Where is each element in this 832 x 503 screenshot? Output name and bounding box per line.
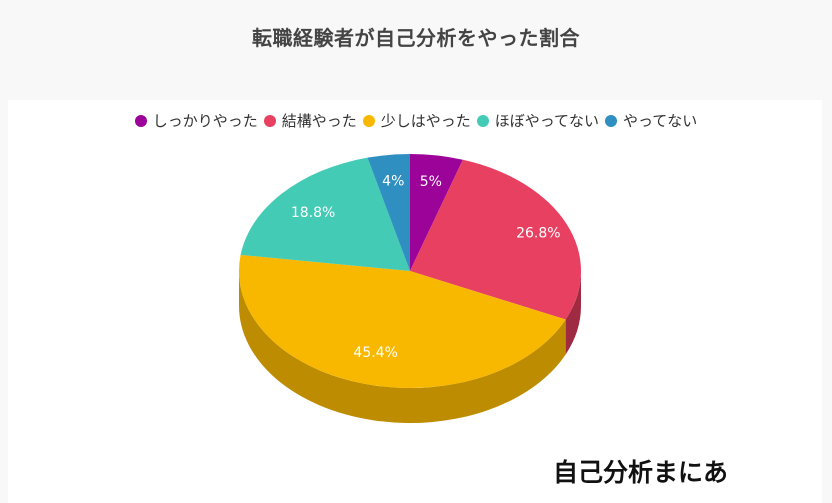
pie-label-4: 4%: [382, 173, 404, 189]
legend-label-3: ほぼやってない: [494, 112, 600, 130]
legend-dot-2: [362, 114, 375, 127]
pie-label-1: 26.8%: [516, 225, 560, 241]
legend: しっかりやった 結構やった 少しはやった ほぼやってない やってない: [0, 110, 832, 131]
legend-label-1: 結構やった: [281, 112, 357, 130]
pie-slice-1[interactable]: [410, 159, 581, 320]
legend-item-2[interactable]: 少しはやった: [362, 110, 471, 131]
legend-dot-3: [476, 114, 489, 127]
pie-slice-2[interactable]: [239, 254, 566, 388]
legend-item-4[interactable]: やってない: [605, 110, 697, 131]
brand-logo-text: 自己分析まにあ: [553, 458, 729, 487]
legend-label-4: やってない: [623, 112, 698, 130]
legend-label-0: しっかりやった: [152, 112, 258, 130]
legend-item-0[interactable]: しっかりやった: [134, 110, 258, 131]
legend-label-2: 少しはやった: [380, 112, 471, 130]
pie-slice-3[interactable]: [240, 157, 410, 271]
brand-logo: 自己分析まにあ: [553, 453, 823, 491]
pie-label-2: 45.4%: [353, 345, 397, 361]
pie-side-2: [239, 271, 566, 423]
legend-dot-4: [605, 114, 618, 127]
legend-dot-1: [263, 114, 276, 127]
pie-label-0: 5%: [420, 174, 442, 190]
panel-left-border: [0, 100, 8, 503]
title-band: [0, 0, 832, 100]
pie-sides: [239, 271, 581, 423]
chart-title: 転職経験者が自己分析をやった割合: [252, 26, 580, 50]
pie-label-3: 18.8%: [291, 205, 335, 221]
pie-slice-0[interactable]: [410, 154, 463, 271]
pie-side-1: [565, 271, 581, 355]
legend-item-3[interactable]: ほぼやってない: [476, 110, 600, 131]
pie-slice-4[interactable]: [367, 154, 410, 271]
legend-item-1[interactable]: 結構やった: [263, 110, 357, 131]
legend-dot-0: [134, 114, 147, 127]
panel-right-border: [822, 100, 832, 503]
